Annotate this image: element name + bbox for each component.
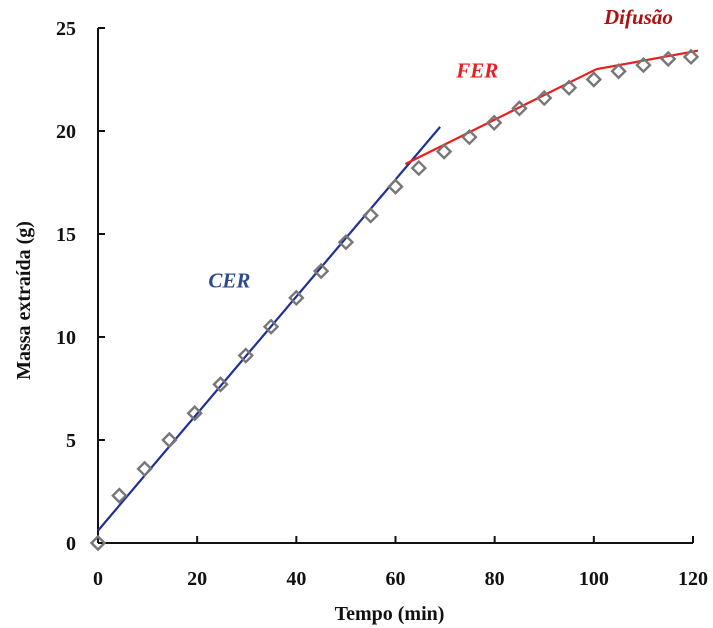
data-point xyxy=(536,89,553,107)
fit-line-cer xyxy=(97,126,441,532)
data-point xyxy=(585,71,603,88)
y-tick-label: 0 xyxy=(66,533,76,555)
data-point xyxy=(237,347,254,364)
axes: 0 5 10 15 20 25 0 20 40 60 80 100 120 xyxy=(56,18,708,590)
data-point xyxy=(136,460,153,478)
data-point xyxy=(461,128,478,146)
data-point xyxy=(288,289,305,307)
x-tick-label: 100 xyxy=(579,568,609,590)
data-point xyxy=(312,262,330,280)
data-point xyxy=(560,79,578,96)
data-point xyxy=(635,56,652,74)
y-tick-label: 10 xyxy=(56,327,76,349)
data-point xyxy=(262,318,280,335)
data-point xyxy=(111,487,128,504)
annotation-cer: CER xyxy=(208,269,250,293)
y-axis-title: Massa extraída (g) xyxy=(13,221,35,380)
data-point xyxy=(212,376,229,393)
x-tick-label: 60 xyxy=(386,568,406,590)
fit-lines xyxy=(97,49,699,532)
x-tick-label: 0 xyxy=(93,568,103,590)
data-point xyxy=(410,159,428,177)
annotation-fer: FER xyxy=(455,58,498,82)
data-point xyxy=(511,100,528,117)
x-tick-label: 80 xyxy=(485,568,505,590)
data-point xyxy=(186,405,203,422)
data-point xyxy=(485,114,503,131)
x-axis-title: Tempo (min) xyxy=(335,603,445,625)
y-tick-label: 25 xyxy=(56,18,76,40)
data-point xyxy=(435,143,453,160)
x-tick-label: 120 xyxy=(678,568,708,590)
y-tick-label: 20 xyxy=(56,121,76,143)
annotations: CER FER Difusão xyxy=(208,5,673,293)
data-points xyxy=(89,48,700,552)
y-tick-label: 15 xyxy=(56,224,76,246)
x-tick-label: 20 xyxy=(187,568,207,590)
data-point xyxy=(362,207,379,224)
y-tick-label: 5 xyxy=(66,430,76,452)
data-point xyxy=(610,63,627,80)
fit-line-difuso xyxy=(596,49,699,71)
data-point xyxy=(387,178,404,195)
data-point xyxy=(89,534,107,552)
data-point xyxy=(682,48,700,66)
data-point xyxy=(161,431,178,449)
data-point xyxy=(337,234,355,251)
annotation-difuso: Difusão xyxy=(603,5,673,29)
data-point xyxy=(660,50,677,68)
x-tick-label: 40 xyxy=(286,568,306,590)
